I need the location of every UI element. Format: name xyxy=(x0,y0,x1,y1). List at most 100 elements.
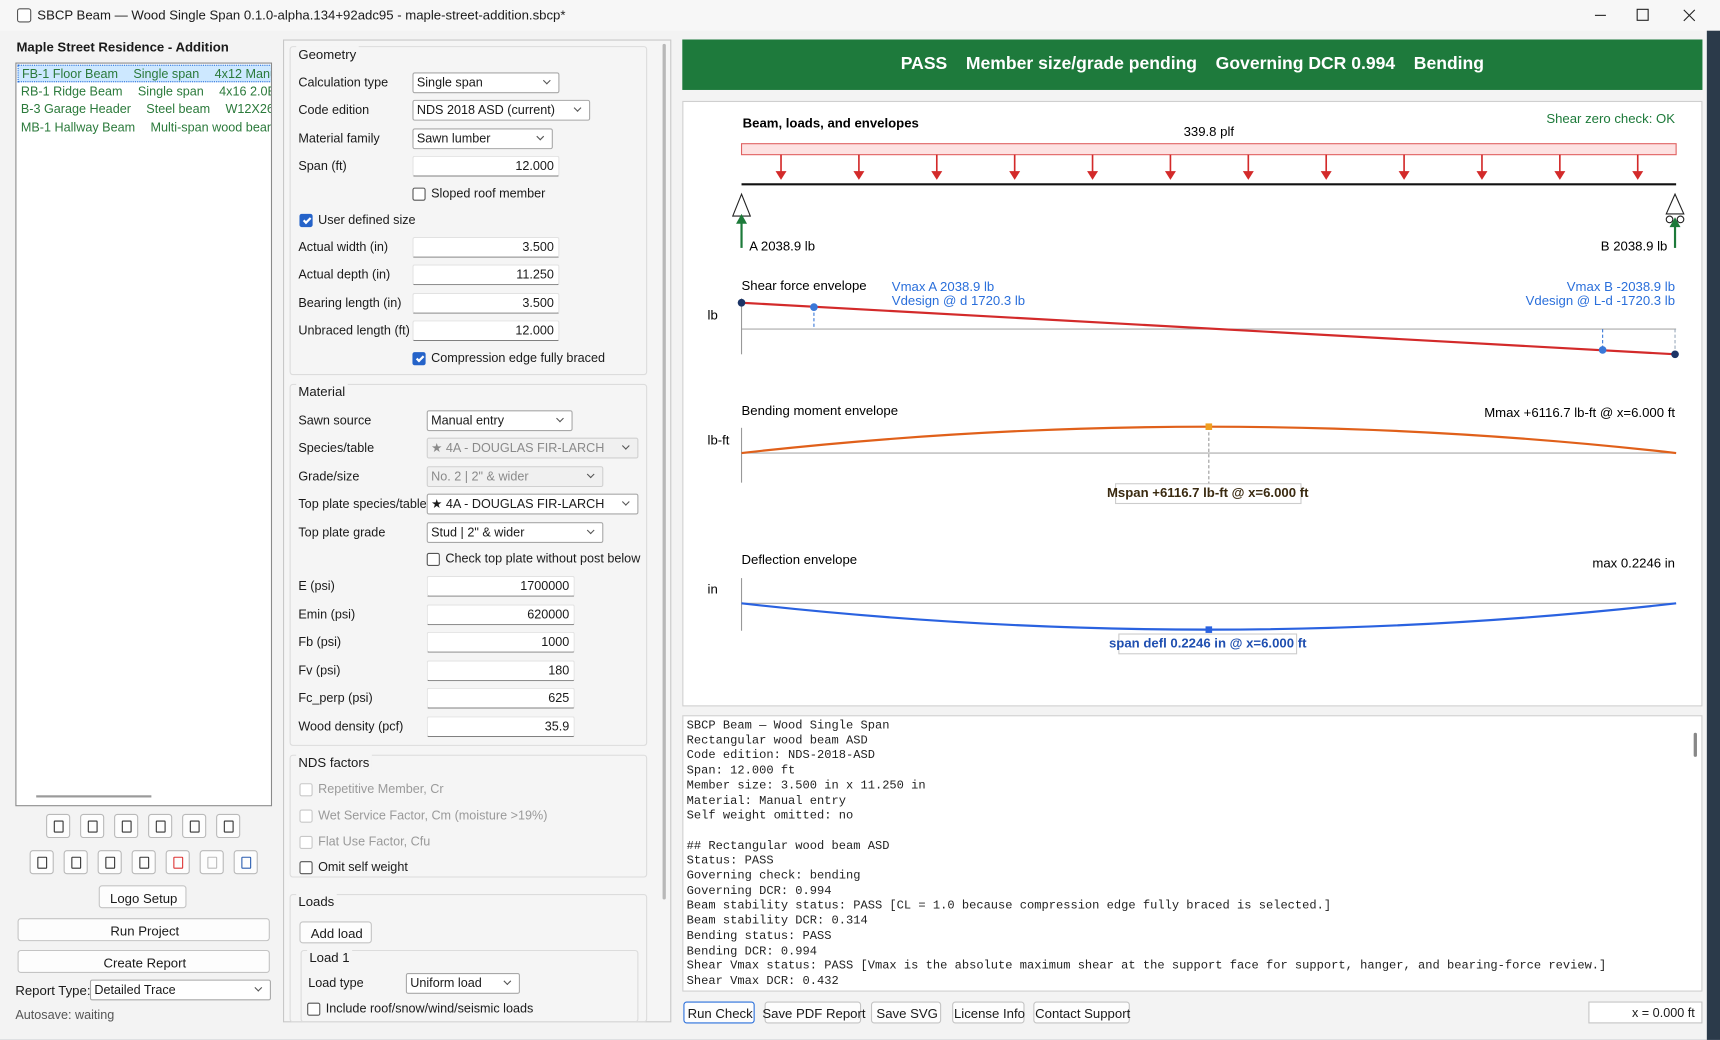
status-banner: PASS Member size/grade pending Governing D… xyxy=(682,39,1703,90)
field-label: Grade/size xyxy=(298,470,360,484)
chevron xyxy=(536,132,545,141)
beam-cell[interactable]: Steel beam xyxy=(146,103,211,117)
banner-item: Governing DCR 0.994 xyxy=(1215,54,1396,74)
checkbox-label[interactable]: Check top plate without post below xyxy=(445,552,641,567)
button-label[interactable]: Save SVG xyxy=(876,1005,938,1022)
text-input[interactable]: 1700000 xyxy=(426,575,575,597)
checkbox[interactable] xyxy=(299,861,313,875)
beam-cell[interactable]: 4x16 2.0E LVL xyxy=(219,85,271,99)
dropdown[interactable]: Detailed Trace xyxy=(89,979,271,1001)
button-label[interactable]: Run Project xyxy=(110,923,180,939)
button-label[interactable]: License Info xyxy=(953,1005,1025,1022)
text-input[interactable]: 35.9 xyxy=(426,716,575,738)
text-input[interactable]: 11.250 xyxy=(412,264,560,286)
beam-cell[interactable]: RB-1 Ridge Beam xyxy=(20,85,123,99)
checkbox[interactable] xyxy=(307,1002,321,1016)
log-line: Rectangular wood beam ASD xyxy=(686,734,868,748)
field-label: Actual depth (in) xyxy=(298,268,391,282)
beam-cell[interactable]: Multi-span wood beam xyxy=(150,121,273,135)
tool-button[interactable] xyxy=(97,850,122,875)
tool-button[interactable] xyxy=(131,850,156,875)
add-load-button[interactable]: Add load xyxy=(299,921,372,944)
dropdown[interactable]: Stud | 2" & wider xyxy=(426,522,604,543)
checkbox[interactable] xyxy=(299,213,313,228)
chevron xyxy=(586,526,595,535)
button-label[interactable]: Contact Support xyxy=(1035,1005,1131,1022)
tool-button[interactable] xyxy=(29,850,54,875)
text-input[interactable]: 3.500 xyxy=(412,292,560,314)
text-input[interactable]: 180 xyxy=(426,660,575,682)
button-label[interactable]: Save PDF Report xyxy=(762,1005,866,1022)
tool-button[interactable] xyxy=(216,813,241,839)
beam-row[interactable]: FB-1 Floor Beam Single span 4x12 Manual xyxy=(17,64,271,83)
checkbox-label[interactable]: User defined size xyxy=(318,213,416,228)
beam-row[interactable]: B-3 Garage Header Steel beam W12X26 Fy xyxy=(18,101,273,119)
dropdown[interactable]: Single span xyxy=(412,72,560,94)
dropdown[interactable]: NDS 2018 ASD (current) xyxy=(412,99,591,121)
button-label[interactable]: Add load xyxy=(310,925,363,942)
checkbox-label[interactable]: Sloped roof member xyxy=(431,187,546,201)
checkbox xyxy=(299,809,313,823)
tool-icon xyxy=(173,856,184,869)
text-input[interactable]: 1000 xyxy=(426,631,575,653)
tool-button[interactable] xyxy=(199,850,224,875)
tool-button[interactable] xyxy=(63,850,88,875)
dropdown[interactable]: Sawn lumber xyxy=(412,128,553,150)
beam-cell[interactable]: W12X26 Fy xyxy=(225,103,273,117)
checkbox-label[interactable]: Include roof/snow/wind/seismic loads xyxy=(325,1002,534,1016)
log-line: Shear Vmax DCR: 0.432 xyxy=(686,975,839,989)
logo-button[interactable]: Logo Setup xyxy=(98,885,187,909)
tool-button[interactable] xyxy=(233,850,258,875)
tool-button[interactable] xyxy=(114,813,139,839)
dropdown[interactable]: ★ 4A - DOUGLAS FIR-LARCH xyxy=(426,493,639,515)
text-input[interactable]: 620000 xyxy=(426,604,575,626)
create-report-button[interactable]: Create Report xyxy=(17,949,270,973)
checkbox-label[interactable]: Omit self weight xyxy=(318,861,408,875)
checkbox[interactable] xyxy=(412,187,426,201)
log-line: Governing check: bending xyxy=(686,869,861,884)
tool-button[interactable] xyxy=(182,813,207,839)
input-value: 1700000 xyxy=(520,580,570,594)
tool-icon xyxy=(71,856,82,869)
field-label: Actual width (in) xyxy=(298,241,389,255)
action-button[interactable]: Run Check xyxy=(683,1001,755,1024)
log-line: Beam stability DCR: 0.314 xyxy=(686,914,868,929)
checkbox[interactable] xyxy=(426,552,440,567)
tool-button[interactable] xyxy=(46,813,71,839)
tool-button[interactable] xyxy=(148,813,173,839)
button-label[interactable]: Logo Setup xyxy=(110,890,178,906)
dropdown[interactable]: Uniform load xyxy=(405,972,520,994)
tool-button[interactable] xyxy=(165,850,190,875)
text-input[interactable]: 12.000 xyxy=(412,320,560,342)
dropdown-value: Sawn lumber xyxy=(416,132,491,146)
field-label: Calculation type xyxy=(298,76,389,90)
beam-row[interactable]: MB-1 Hallway Beam Multi-span wood beam xyxy=(18,119,273,137)
text-input[interactable]: 3.500 xyxy=(412,236,560,258)
text-input[interactable]: 12.000 xyxy=(412,155,560,177)
field-label: Fb (psi) xyxy=(298,636,342,650)
tool-button[interactable] xyxy=(80,813,105,839)
button-label[interactable]: Create Report xyxy=(103,954,187,971)
checkbox[interactable] xyxy=(412,352,426,366)
button-label[interactable]: Run Check xyxy=(687,1005,753,1022)
beam-cell[interactable]: FB-1 Floor Beam xyxy=(21,68,118,82)
action-button[interactable]: License Info xyxy=(952,1001,1025,1024)
run-project-button[interactable]: Run Project xyxy=(17,918,270,942)
log-scrollbar xyxy=(1693,732,1697,757)
check-mark xyxy=(302,215,311,224)
beam-cell[interactable]: MB-1 Hallway Beam xyxy=(20,121,136,135)
action-button[interactable]: Save SVG xyxy=(870,1001,942,1024)
dropdown[interactable]: Manual entry xyxy=(426,410,573,432)
beam-cell[interactable]: Single span xyxy=(137,85,204,99)
beam-cell[interactable]: B-3 Garage Header xyxy=(20,103,131,117)
beam-row[interactable]: RB-1 Ridge Beam Single span 4x16 2.0E LVL xyxy=(18,83,271,101)
h-scrollbar xyxy=(36,795,152,798)
action-button[interactable]: Contact Support xyxy=(1033,1001,1131,1024)
action-button[interactable]: Save PDF Report xyxy=(762,1001,866,1024)
dropdown-value: ★ 4A - DOUGLAS FIR-LARCH xyxy=(431,442,605,456)
chevron xyxy=(586,470,595,479)
beam-cell[interactable]: Single span xyxy=(133,68,200,82)
checkbox-label[interactable]: Compression edge fully braced xyxy=(431,352,605,366)
text-input[interactable]: 625 xyxy=(426,687,575,709)
beam-cell[interactable]: 4x12 Manual xyxy=(214,68,271,82)
